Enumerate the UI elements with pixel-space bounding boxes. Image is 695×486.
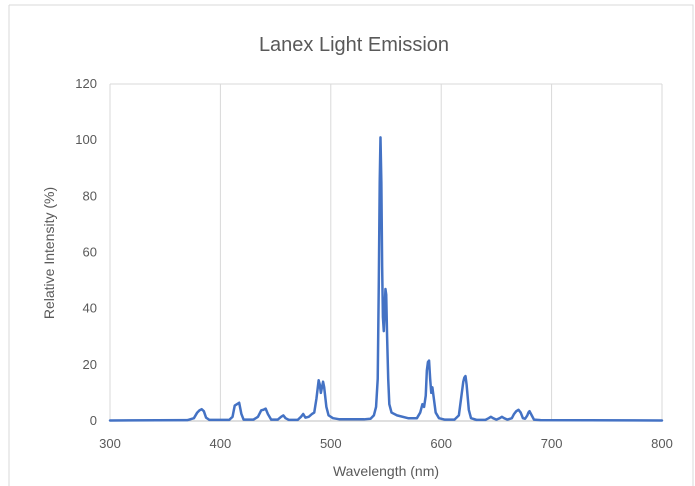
y-tick-label: 60	[83, 245, 97, 260]
y-tick-label: 120	[75, 76, 97, 91]
x-tick-label: 400	[210, 436, 232, 451]
chart-title: Lanex Light Emission	[259, 34, 449, 56]
y-tick-label: 0	[90, 413, 97, 428]
x-tick-label: 500	[320, 436, 342, 451]
vertical-gridlines	[109, 84, 663, 421]
x-tick-label: 600	[430, 436, 452, 451]
y-tick-label: 80	[83, 188, 97, 203]
x-tick-label: 700	[541, 436, 563, 451]
series-line-emission	[108, 136, 664, 422]
y-tick-label: 40	[83, 301, 97, 316]
x-tick-label: 800	[651, 436, 673, 451]
y-tick-label: 20	[83, 357, 97, 372]
y-tick-labels: 0 20 40 60 80 100 120	[75, 76, 97, 428]
y-axis-title: Relative Intensity (%)	[41, 187, 57, 319]
x-axis-title: Wavelength (nm)	[333, 463, 439, 479]
y-tick-label: 100	[75, 132, 97, 147]
x-tick-label: 300	[99, 436, 121, 451]
series-layer	[108, 136, 664, 422]
x-tick-labels: 300 400 500 600 700 800	[99, 436, 673, 451]
chart-area-border	[9, 4, 694, 486]
